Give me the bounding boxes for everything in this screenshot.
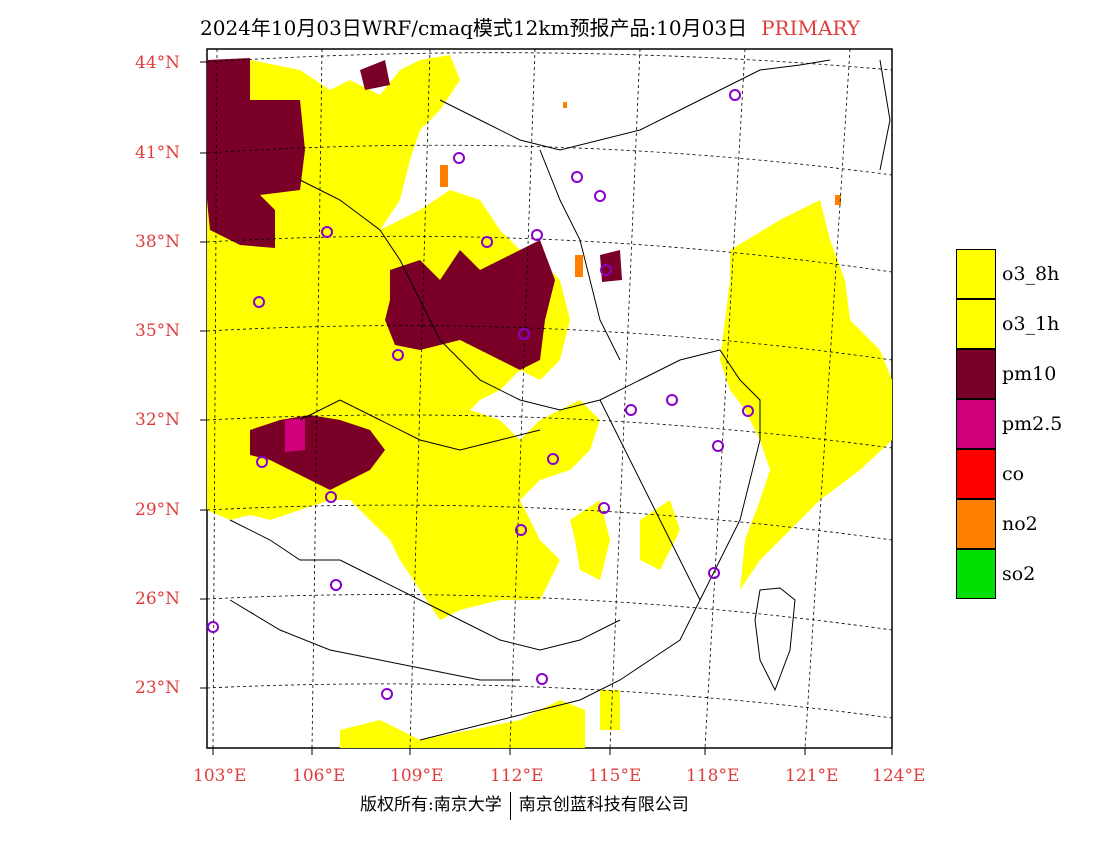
legend-swatch <box>956 549 996 599</box>
legend-label: pm10 <box>1002 363 1057 385</box>
legend-label: o3_8h <box>1002 263 1060 285</box>
station-marker <box>515 524 527 536</box>
no2-area <box>440 102 841 277</box>
legend-label: so2 <box>1002 563 1036 585</box>
station-marker <box>481 236 493 248</box>
station-marker <box>392 349 404 361</box>
station-marker <box>708 567 720 579</box>
legend-swatch <box>956 249 996 299</box>
pm25-area <box>285 418 305 452</box>
station-marker <box>600 264 612 276</box>
station-marker <box>594 190 606 202</box>
copyright-footer: 版权所有:南京大学 南京创蓝科技有限公司 <box>360 790 689 820</box>
legend-swatch <box>956 299 996 349</box>
legend-swatch <box>956 449 996 499</box>
station-marker <box>321 226 333 238</box>
legend-swatch <box>956 499 996 549</box>
lon-label: 118°E <box>686 766 740 786</box>
lat-label: 35°N <box>135 321 181 341</box>
station-marker <box>712 440 724 452</box>
station-marker <box>256 456 268 468</box>
legend-label: o3_1h <box>1002 313 1060 335</box>
station-marker <box>531 229 543 241</box>
lon-label: 103°E <box>193 766 247 786</box>
station-marker <box>381 688 393 700</box>
lat-label: 32°N <box>135 410 181 430</box>
station-marker <box>518 328 530 340</box>
lat-label: 26°N <box>135 589 181 609</box>
lat-label: 44°N <box>135 53 181 73</box>
map-title: 2024年10月03日WRF/cmaq模式12km预报产品:10月03日 PRIM… <box>200 12 860 41</box>
lat-label: 23°N <box>135 678 181 698</box>
lon-label: 112°E <box>490 766 544 786</box>
station-marker <box>330 579 342 591</box>
station-marker <box>253 296 265 308</box>
legend-label: no2 <box>1002 513 1038 535</box>
boundary-lines <box>229 59 891 741</box>
title-tag: PRIMARY <box>761 16 861 40</box>
station-marker <box>207 621 219 633</box>
copyright-left: 版权所有:南京大学 <box>360 795 502 815</box>
station-marker <box>742 405 754 417</box>
tick-marks <box>200 61 893 755</box>
lon-label: 121°E <box>785 766 839 786</box>
station-marker <box>453 152 465 164</box>
station-marker <box>625 404 637 416</box>
lon-label: 109°E <box>390 766 444 786</box>
legend-swatch <box>956 399 996 449</box>
lat-label: 29°N <box>135 500 181 520</box>
lon-label: 115°E <box>588 766 642 786</box>
legend-label: pm2.5 <box>1002 413 1063 435</box>
pm10-area <box>207 58 622 490</box>
station-marker <box>571 171 583 183</box>
title-main: 2024年10月03日WRF/cmaq模式12km预报产品:10月03日 <box>200 16 748 40</box>
legend-label: co <box>1002 463 1025 485</box>
lat-label: 38°N <box>135 232 181 252</box>
lon-label: 124°E <box>872 766 926 786</box>
copyright-right: 南京创蓝科技有限公司 <box>518 795 689 815</box>
legend-swatch <box>956 349 996 399</box>
footer-divider <box>509 791 511 820</box>
station-markers <box>207 89 754 700</box>
station-marker <box>536 673 548 685</box>
station-marker <box>729 89 741 101</box>
station-marker <box>547 453 559 465</box>
lon-label: 106°E <box>292 766 346 786</box>
station-marker <box>598 502 610 514</box>
station-marker <box>325 491 337 503</box>
lat-label: 41°N <box>135 143 181 163</box>
station-marker <box>666 394 678 406</box>
